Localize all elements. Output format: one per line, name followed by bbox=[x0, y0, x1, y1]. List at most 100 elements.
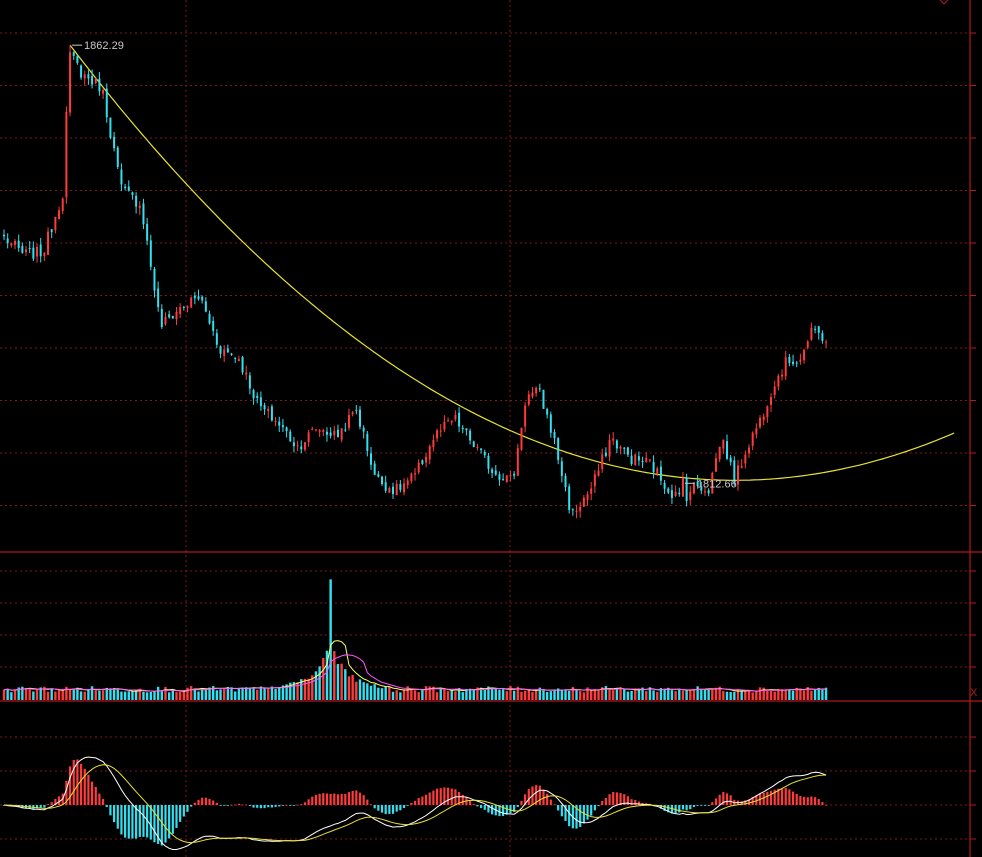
candle-body bbox=[388, 487, 391, 493]
low-label: 1812.66 bbox=[697, 478, 737, 490]
candle-body bbox=[707, 490, 710, 494]
volume-bar bbox=[380, 688, 384, 700]
macd-bar bbox=[362, 795, 365, 805]
macd-bar bbox=[252, 805, 255, 808]
macd-bar bbox=[725, 793, 729, 805]
volume-bar bbox=[637, 688, 641, 700]
macd-bar bbox=[245, 804, 248, 806]
volume-bar bbox=[101, 690, 105, 700]
volume-bar bbox=[123, 691, 127, 700]
candle-body bbox=[781, 374, 784, 377]
macd-bar bbox=[483, 805, 486, 810]
volume-bar bbox=[98, 690, 101, 700]
macd-bar bbox=[791, 791, 795, 805]
candle-body bbox=[659, 466, 662, 481]
macd-bar bbox=[208, 798, 211, 805]
volume-bar bbox=[289, 682, 292, 700]
macd-bar bbox=[46, 804, 50, 805]
volume-bar bbox=[604, 686, 608, 700]
volume-bar bbox=[465, 688, 468, 700]
candle-body bbox=[458, 412, 461, 427]
volume-bar bbox=[156, 686, 160, 700]
macd-bar bbox=[674, 805, 677, 813]
volume-bar bbox=[138, 688, 141, 700]
candle-body bbox=[472, 441, 475, 447]
macd-dif-line bbox=[3, 756, 827, 850]
macd-bar bbox=[79, 763, 83, 805]
volume-bar bbox=[516, 686, 519, 700]
candle-body bbox=[531, 392, 534, 397]
candle-body bbox=[179, 307, 182, 314]
candle-body bbox=[799, 359, 802, 362]
candle-body bbox=[590, 488, 593, 494]
volume-bar bbox=[560, 690, 564, 700]
volume-bar bbox=[777, 688, 780, 700]
volume-bar bbox=[333, 651, 336, 700]
volume-bar bbox=[773, 691, 776, 700]
volume-bar bbox=[553, 689, 556, 700]
high-marker: 1862.29 bbox=[72, 40, 124, 52]
candle-body bbox=[604, 452, 607, 456]
volume-bar bbox=[13, 689, 17, 700]
macd-bar bbox=[138, 805, 141, 837]
candle-body bbox=[520, 427, 523, 450]
candle-body bbox=[696, 481, 699, 487]
volume-bar bbox=[483, 689, 486, 700]
macd-bar bbox=[634, 799, 637, 805]
macd-bar bbox=[333, 793, 336, 805]
volume-bar bbox=[413, 690, 417, 700]
volume-bar bbox=[806, 687, 809, 700]
top-right-diamond-icon bbox=[939, 0, 949, 5]
candle-body bbox=[259, 397, 262, 407]
macd-bar bbox=[307, 799, 310, 805]
macd-bar bbox=[527, 789, 530, 805]
macd-bar bbox=[311, 796, 314, 805]
candle-body bbox=[513, 473, 516, 476]
macd-bar bbox=[751, 796, 754, 805]
corner-x-label[interactable]: X bbox=[970, 687, 978, 699]
volume-bar bbox=[439, 688, 442, 700]
candle-body bbox=[340, 428, 343, 440]
macd-bar bbox=[39, 805, 42, 808]
candle-body bbox=[692, 482, 695, 494]
candle-body bbox=[230, 353, 233, 356]
macd-bar bbox=[325, 793, 329, 805]
volume-bar bbox=[545, 691, 549, 700]
volume-bar bbox=[810, 690, 813, 700]
candle-body bbox=[806, 341, 809, 348]
candle-body bbox=[80, 65, 83, 78]
volume-bar bbox=[612, 690, 615, 700]
volume-bar bbox=[498, 689, 501, 700]
volume-bar bbox=[237, 688, 241, 700]
candle-body bbox=[54, 216, 57, 231]
macd-bar bbox=[619, 793, 622, 805]
macd-bar bbox=[237, 803, 240, 805]
macd-bar bbox=[564, 805, 567, 821]
volume-bar bbox=[373, 684, 376, 700]
macd-bar bbox=[626, 796, 629, 805]
volume-bar bbox=[61, 690, 64, 700]
macd-bar bbox=[340, 793, 343, 805]
macd-bar bbox=[659, 805, 663, 809]
corner-close-button[interactable]: X bbox=[970, 687, 978, 699]
candle-body bbox=[498, 474, 501, 480]
macd-bar bbox=[197, 799, 200, 805]
candle-body bbox=[153, 268, 156, 291]
volume-bar bbox=[648, 687, 652, 700]
macd-bar bbox=[160, 805, 163, 846]
volume-bar bbox=[725, 691, 729, 700]
macd-bar bbox=[740, 801, 743, 805]
candle-body bbox=[557, 438, 560, 460]
volume-bar bbox=[296, 682, 299, 700]
volume-bar bbox=[417, 692, 420, 700]
volume-bar bbox=[43, 686, 46, 700]
macd-bar bbox=[766, 791, 769, 805]
volume-bar bbox=[325, 650, 329, 700]
candle-body bbox=[171, 316, 174, 319]
macd-bar bbox=[35, 805, 39, 808]
volume-bar bbox=[769, 690, 773, 700]
volume-bar bbox=[707, 689, 710, 700]
volume-bar bbox=[340, 663, 343, 700]
candle-body bbox=[656, 468, 659, 474]
candle-body bbox=[138, 205, 141, 208]
